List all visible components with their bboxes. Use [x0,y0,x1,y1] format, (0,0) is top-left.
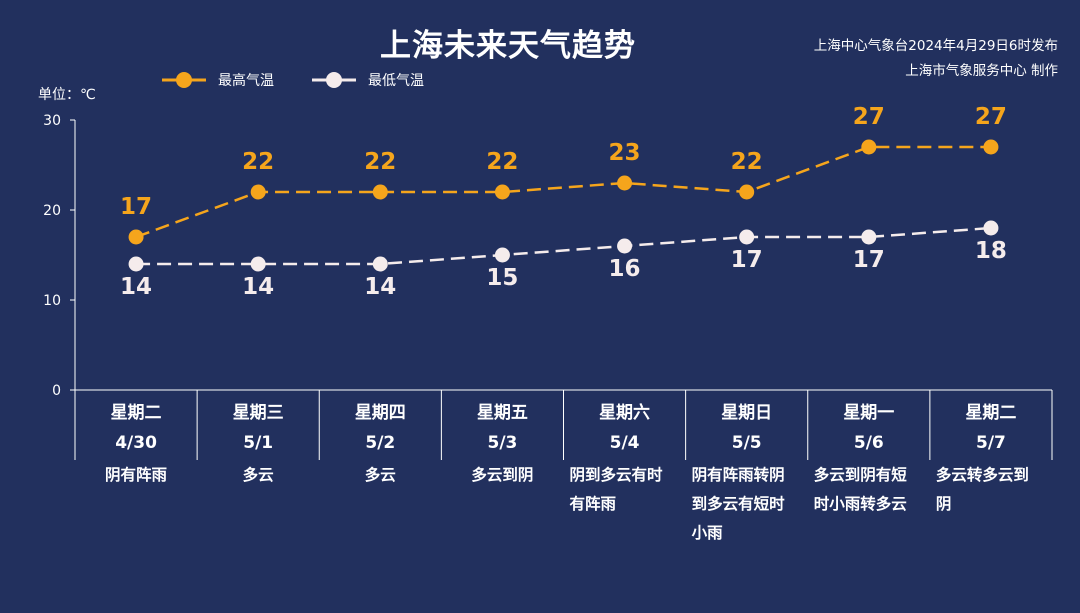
source-line-2: 上海市气象服务中心 制作 [905,63,1058,79]
data-label-low: 15 [486,265,518,291]
y-tick-label: 20 [43,203,61,219]
weather-line: 多云 [364,466,396,484]
day-column: 星期五 5/3 多云到阴 [441,398,563,490]
data-point-high [128,229,144,245]
legend-low-label: 最低气温 [368,73,424,89]
data-label-high: 22 [364,149,396,175]
date-label: 5/6 [853,433,884,453]
date-label: 5/1 [243,433,274,453]
date-label: 5/2 [365,433,396,453]
day-column: 星期六 5/4 阴到多云有时 有阵雨 [564,398,686,519]
data-point-high [739,184,755,200]
data-point-low [739,229,755,245]
data-point-high [494,184,510,200]
date-label: 5/7 [976,433,1006,453]
weather-description: 多云 [197,461,319,490]
series-line-high [135,145,991,239]
legend-low-marker-icon [312,72,356,88]
day-column: 星期日 5/5 阴有阵雨转阴 到多云有短时 小雨 [686,398,808,548]
data-label-high: 27 [975,104,1007,130]
data-point-low [372,256,388,272]
date-label: 4/30 [115,433,157,453]
data-label-high: 22 [731,149,763,175]
day-column: 星期一 5/6 多云到阴有短 时小雨转多云 [808,398,930,519]
legend: 最高气温 最低气温 [160,68,424,92]
date-label: 5/3 [487,433,518,453]
weather-line: 多云到阴有短 [813,466,907,484]
weekday-label: 星期二 [110,403,162,423]
weather-line: 多云转多云到 [935,466,1029,484]
weather-line: 阴到多云有时 [569,466,663,484]
data-point-low [861,229,877,245]
series-line-low [136,226,992,266]
legend-item-low: 最低气温 [310,68,424,92]
weather-description: 多云转多云到阴 [930,461,1052,519]
chart-title: 上海未来天气趋势 [380,28,636,64]
day-column: 星期四 5/2 多云 [319,398,441,490]
data-point-high [372,184,388,200]
weather-line: 阴有阵雨转阴 [691,466,785,484]
weather-line: 多云到阴 [471,466,534,484]
source-line-1: 上海中心气象台2024年4月29日6时发布 [813,38,1058,54]
unit-label: 单位：℃ [38,87,96,103]
data-label-high: 22 [242,149,274,175]
weather-line: 有阵雨 [569,495,617,513]
data-label-low: 14 [242,274,274,300]
day-column: 星期二 5/7 多云转多云到阴 [930,398,1052,519]
weather-description: 阴到多云有时 有阵雨 [564,461,686,519]
data-label-low: 16 [609,256,641,282]
data-point-high [617,175,633,191]
data-point-low [494,247,510,263]
source-info: 上海中心气象台2024年4月29日6时发布 上海市气象服务中心 制作 [814,34,1058,84]
data-point-high [250,184,266,200]
data-point-low [128,256,144,272]
data-label-low: 14 [120,274,152,300]
y-tick-label: 10 [43,293,61,309]
data-point-high [861,139,877,155]
weekday-label: 星期四 [354,403,406,423]
weekday-label: 星期二 [965,403,1017,423]
weather-description: 多云 [319,461,441,490]
weather-line: 阴有阵雨 [105,466,168,484]
day-column: 星期二 4/30 阴有阵雨 [75,398,197,490]
weather-description: 多云到阴有短 时小雨转多云 [808,461,930,519]
weather-description: 阴有阵雨 [75,461,197,490]
weather-description: 多云到阴 [441,461,563,490]
y-tick-label: 30 [43,113,61,129]
weather-line: 到多云有短时 [691,495,785,513]
data-point-low [617,238,633,254]
date-label: 5/4 [609,433,640,453]
data-point-low [983,220,999,236]
data-label-high: 22 [486,149,518,175]
date-label: 5/5 [731,433,762,453]
data-label-high: 17 [120,194,152,220]
y-tick-label: 0 [52,383,61,399]
weather-line: 多云 [242,466,274,484]
day-column: 星期三 5/1 多云 [197,398,319,490]
data-label-high: 23 [609,140,641,166]
weather-line: 小雨 [691,524,723,542]
data-point-high [983,139,999,155]
data-label-low: 18 [975,238,1007,264]
data-label-low: 17 [853,247,885,273]
weather-line: 阴 [935,495,952,513]
weekday-label: 星期五 [476,403,528,423]
data-point-low [250,256,266,272]
weather-line: 时小雨转多云 [813,495,907,513]
weekday-label: 星期日 [721,403,773,423]
legend-item-high: 最高气温 [160,68,274,92]
legend-high-marker-icon [162,72,206,88]
weekday-label: 星期一 [843,403,895,423]
data-label-low: 14 [364,274,396,300]
data-label-low: 17 [731,247,763,273]
weekday-label: 星期三 [232,403,284,423]
data-label-high: 27 [853,104,885,130]
weather-description: 阴有阵雨转阴 到多云有短时 小雨 [686,461,808,548]
weekday-label: 星期六 [599,403,651,423]
legend-high-label: 最高气温 [218,73,274,89]
